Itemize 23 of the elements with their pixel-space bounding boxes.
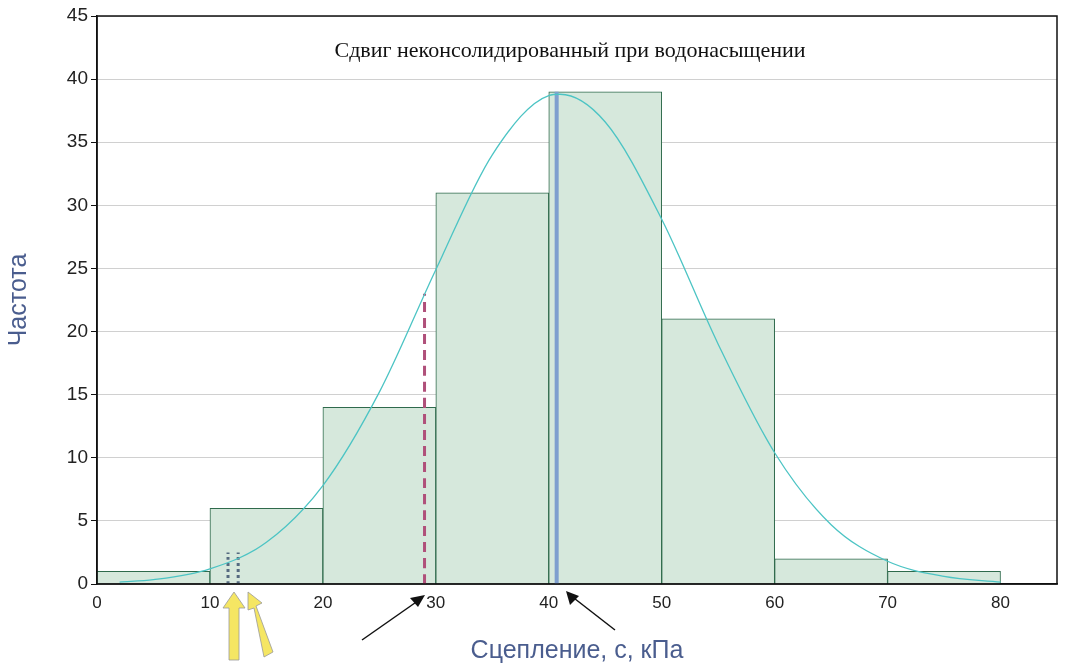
x-tick-label: 10 (200, 592, 220, 612)
y-tick-label: 25 (66, 256, 88, 278)
y-tick-label: 30 (66, 193, 88, 215)
x-tick-label: 30 (426, 592, 446, 612)
y-tick-label: 15 (66, 382, 88, 404)
line-series (118, 93, 1002, 583)
x-tick-label: 70 (878, 592, 898, 612)
x-tick-label: 40 (539, 592, 559, 612)
y-tick-label: 45 (66, 4, 88, 26)
y-tick-label: 40 (66, 67, 88, 89)
text: Сдвиг неконсолидированный при водонасыщении (334, 36, 806, 62)
y-tick-label: 5 (77, 509, 88, 531)
y-tick-label: 35 (66, 130, 88, 152)
x-tick-label: 20 (313, 592, 333, 612)
y-tick-label: 0 (77, 572, 88, 594)
x-tick-label: 0 (92, 592, 102, 612)
x-tick-label: 80 (991, 592, 1010, 612)
y-axis-title: Частота (2, 253, 31, 347)
y-tick-label: 20 (66, 319, 88, 341)
x-axis-title: Сцепление, с, кПа (470, 634, 684, 663)
y-tick-label: 10 (66, 446, 88, 468)
x-tick-label: 60 (765, 592, 785, 612)
x-tick-label: 50 (652, 592, 672, 612)
